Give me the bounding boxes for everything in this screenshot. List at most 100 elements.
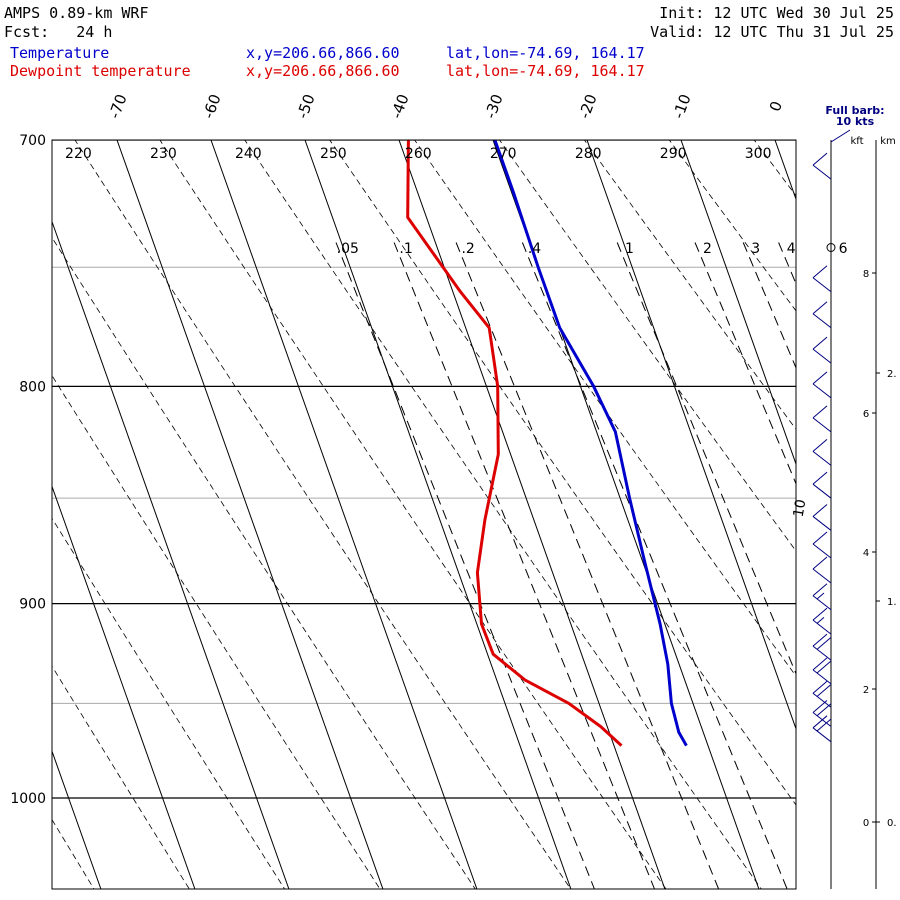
dry-adiabat-label: 290 <box>660 146 687 162</box>
isotherm-line <box>680 140 796 466</box>
legend-temperature-name: Temperature <box>10 44 110 62</box>
dry-adiabat-label: 240 <box>235 146 262 162</box>
isotherm-label: 0 <box>766 99 786 114</box>
isotherm-line <box>869 140 900 889</box>
mixing-ratio-line <box>455 242 720 889</box>
dry-adiabat-label: 220 <box>65 146 92 162</box>
isotherm-lines <box>0 140 900 889</box>
mixing-ratio-line <box>335 242 595 889</box>
plot-frame <box>51 139 797 890</box>
legend-dewpoint-latlon: lat,lon=-74.69, 164.17 <box>446 62 645 80</box>
dry-adiabat-line <box>244 140 762 889</box>
kft-tick-label: 0 <box>863 818 869 829</box>
model-title: AMPS 0.89-km WRF <box>4 4 149 22</box>
kft-tick-label: 8 <box>863 269 869 280</box>
mixing-ratio-label: 2 <box>703 241 712 257</box>
init-time: Init: 12 UTC Wed 30 Jul 25 <box>659 4 894 22</box>
barb-flag <box>812 301 828 315</box>
isotherm-line <box>116 140 384 889</box>
mixing-ratio-line <box>393 242 656 889</box>
dry-adiabat-line <box>583 140 796 431</box>
wind-panel: Full barb:10 kts kft km 8 6 4 2 0 2. 1. 0. <box>812 104 897 889</box>
wind-barb <box>812 265 832 293</box>
legend-dewpoint-name: Dewpoint temperature <box>10 62 191 80</box>
wind-barb <box>812 700 832 727</box>
barb-staff <box>812 645 832 661</box>
km-tick-label: 0. <box>887 818 897 829</box>
dry-adiabat-line <box>52 236 476 889</box>
barb-staff <box>812 450 832 466</box>
mixing-ratio-label: 4 <box>787 241 796 257</box>
wind-barb <box>812 152 832 180</box>
isotherm-label: -70 <box>105 92 130 121</box>
barb-flag <box>812 336 828 350</box>
forecast-hour: Fcst: 24 h <box>4 23 113 41</box>
barb-staff <box>812 313 832 329</box>
kft-tick-label: 4 <box>863 548 869 559</box>
isotherm-label: -60 <box>199 92 224 121</box>
mixing-ratio-line <box>694 242 796 485</box>
barb-flag <box>812 504 828 517</box>
barb-staff <box>812 164 832 180</box>
pressure-tick-label: 900 <box>19 597 46 613</box>
wind-barb <box>812 504 832 531</box>
wind-barb <box>812 438 832 466</box>
isotherm-label: -20 <box>575 92 600 121</box>
barb-flag <box>816 636 832 650</box>
legend-dewpoint-xy: x,y=206.66,866.60 <box>246 62 400 80</box>
barb-flag <box>812 633 828 647</box>
wind-barb <box>812 633 832 661</box>
isotherm-line <box>0 140 7 889</box>
barb-staff <box>812 727 832 743</box>
dry-adiabat-line <box>414 140 796 677</box>
barb-staff <box>812 692 832 708</box>
barb-flag <box>816 660 832 674</box>
isotherm-label: -50 <box>293 92 318 121</box>
isotherm-line <box>52 220 290 889</box>
dry-adiabat-line <box>159 140 667 889</box>
isotherm-label: -40 <box>387 92 412 121</box>
wind-barb <box>812 301 832 329</box>
temperature-profile-line <box>493 140 688 747</box>
background-grid <box>52 140 796 799</box>
barb-staff <box>812 568 832 584</box>
dewpoint-profile-line <box>406 140 623 747</box>
barb-staff <box>812 516 832 531</box>
dry-adiabat-line <box>52 374 381 889</box>
wind-barb <box>812 680 832 708</box>
dry-adiabat-line <box>499 140 796 552</box>
barb-staff <box>812 348 832 364</box>
wind-barb <box>812 531 832 559</box>
isotherm-line <box>52 484 196 889</box>
barb-flag <box>812 556 828 570</box>
barb-flag <box>816 703 832 717</box>
barb-flag <box>812 265 828 279</box>
isotherm-line <box>398 140 666 889</box>
barb-flag <box>812 583 828 597</box>
mixing-ratio-label: .1 <box>399 241 412 257</box>
km-tick-label: 2. <box>887 369 897 380</box>
isotherm-line <box>586 140 796 731</box>
pressure-tick-label: 700 <box>19 133 46 149</box>
sample-barb-icon <box>830 129 851 143</box>
calm-wind-icon <box>826 242 836 252</box>
mixing-ratio-label: .2 <box>461 241 474 257</box>
barb-flag <box>812 607 828 621</box>
dry-adiabat-label: 300 <box>745 146 772 162</box>
dry-adiabat-label: 280 <box>575 146 602 162</box>
wind-barb <box>812 657 832 685</box>
barb-flag <box>812 405 828 419</box>
valid-time: Valid: 12 UTC Thu 31 Jul 25 <box>650 23 894 41</box>
dry-adiabat-label: 230 <box>150 146 177 162</box>
mixing-ratio-line <box>830 243 900 900</box>
km-axis-label: km <box>880 136 896 147</box>
barb-staff <box>812 543 832 559</box>
wind-barb <box>812 715 832 743</box>
barb-flag <box>812 680 828 694</box>
barb-staff <box>812 383 832 399</box>
mixing-ratio-label: .05 <box>337 241 359 257</box>
isotherm-label: -30 <box>481 92 506 121</box>
wind-barb <box>812 471 832 499</box>
mixing-ratio-line <box>616 242 796 676</box>
